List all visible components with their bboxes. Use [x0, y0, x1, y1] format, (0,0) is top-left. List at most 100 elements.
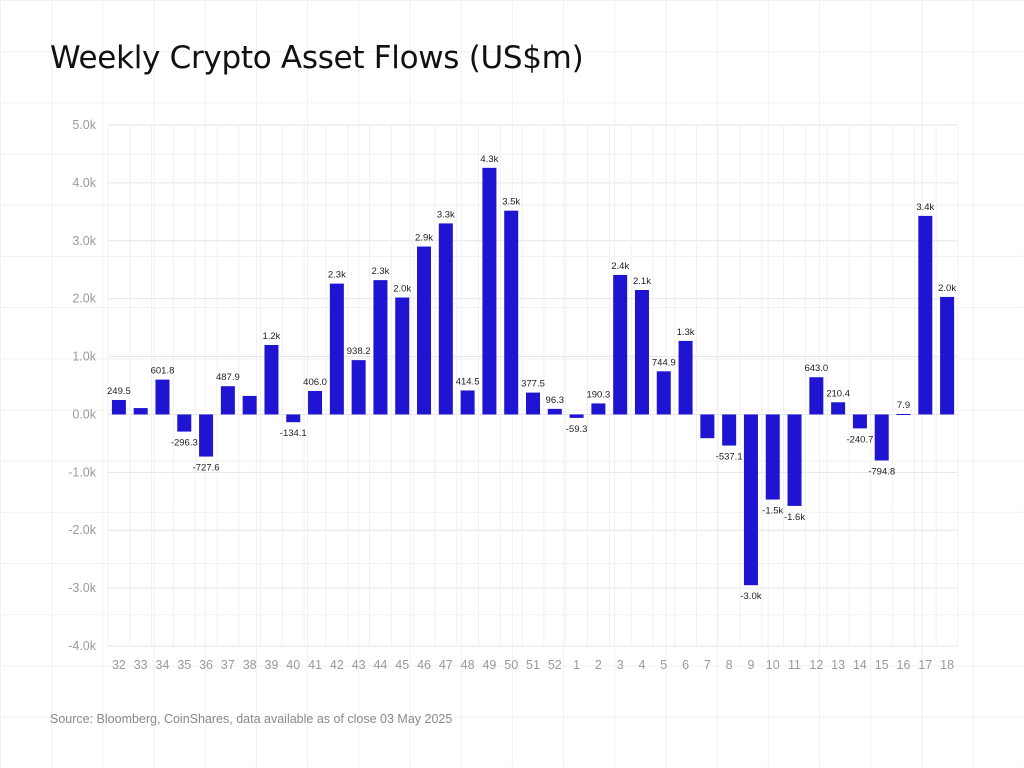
bar [264, 344, 279, 415]
data-label: 1.2k [262, 331, 280, 342]
data-label: 2.9k [415, 233, 433, 244]
x-tick-label: 51 [526, 658, 540, 672]
data-label: 2.0k [393, 284, 411, 295]
data-label: 3.4k [916, 202, 934, 213]
bar [177, 414, 192, 432]
x-tick-label: 1 [573, 658, 580, 672]
x-tick-label: 50 [504, 658, 518, 672]
bar [831, 402, 846, 415]
y-tick-label: 5.0k [72, 118, 96, 132]
bar [809, 377, 824, 415]
x-tick-label: 38 [243, 658, 257, 672]
bar [395, 297, 410, 415]
data-label: -3.0k [740, 591, 761, 602]
x-tick-label: 13 [831, 658, 845, 672]
x-tick-label: 9 [747, 658, 754, 672]
bar [373, 280, 388, 415]
x-tick-label: 14 [853, 658, 867, 672]
data-label: 249.5 [107, 386, 131, 397]
bar [874, 414, 889, 461]
chart-title: Weekly Crypto Asset Flows (US$m) [50, 40, 584, 76]
x-tick-label: 2 [595, 658, 602, 672]
data-label: -794.8 [868, 466, 895, 477]
x-tick-label: 16 [897, 658, 911, 672]
y-tick-label: -2.0k [68, 523, 97, 537]
bar [351, 360, 366, 415]
y-tick-label: -1.0k [68, 465, 97, 479]
bar [787, 414, 802, 506]
x-tick-label: 52 [548, 658, 562, 672]
data-label: -240.7 [846, 434, 873, 445]
bar [438, 223, 453, 415]
data-label: 2.3k [371, 266, 389, 277]
data-label: -727.6 [193, 463, 220, 474]
data-label: 210.4 [826, 388, 850, 399]
y-tick-label: 0.0k [72, 407, 96, 421]
bar [242, 395, 257, 415]
data-label: 3.3k [437, 209, 455, 220]
data-label: 4.3k [480, 154, 498, 165]
x-tick-label: 42 [330, 658, 344, 672]
y-tick-label: 1.0k [72, 350, 96, 364]
data-label: 96.3 [546, 395, 565, 406]
data-label: 406.0 [303, 377, 327, 388]
data-label: 601.8 [151, 366, 175, 377]
x-tick-label: 41 [308, 658, 322, 672]
x-tick-label: 34 [156, 658, 170, 672]
x-tick-label: 47 [439, 658, 453, 672]
bar [656, 371, 671, 415]
x-tick-label: 37 [221, 658, 235, 672]
bar [111, 400, 126, 415]
bar [722, 414, 737, 446]
data-label: -1.5k [762, 506, 783, 517]
source-note: Source: Bloomberg, CoinShares, data avai… [50, 712, 453, 726]
x-tick-label: 11 [788, 658, 801, 672]
bar [504, 210, 519, 415]
bar [526, 392, 540, 415]
bar [743, 414, 758, 586]
bar [852, 414, 867, 429]
data-label: 487.9 [216, 372, 240, 383]
data-label: -134.1 [280, 428, 307, 439]
bar [286, 414, 301, 423]
x-tick-label: 49 [482, 658, 496, 672]
x-tick-label: 18 [940, 658, 954, 672]
data-label: 2.3k [328, 270, 346, 281]
bar [308, 390, 323, 415]
x-tick-label: 12 [809, 658, 823, 672]
x-tick-label: 15 [875, 658, 889, 672]
bar [569, 414, 584, 418]
x-tick-label: 7 [704, 658, 711, 672]
data-label: -59.3 [566, 424, 588, 435]
x-tick-label: 44 [373, 658, 387, 672]
data-label: 377.5 [521, 379, 545, 390]
data-label: -537.1 [716, 452, 743, 463]
bar [613, 274, 628, 415]
bar [417, 246, 432, 415]
bar [700, 414, 715, 439]
bar [482, 167, 497, 415]
x-tick-label: 45 [395, 658, 409, 672]
x-tick-label: 40 [286, 658, 300, 672]
y-tick-label: 3.0k [72, 234, 96, 248]
data-label: 3.5k [502, 197, 520, 208]
bar [220, 386, 235, 415]
data-label: -296.3 [171, 438, 198, 449]
y-tick-label: -4.0k [68, 639, 97, 653]
x-tick-label: 6 [682, 658, 689, 672]
bar [918, 215, 933, 415]
x-tick-label: 17 [918, 658, 932, 672]
bar [329, 283, 344, 415]
bar [896, 413, 911, 415]
data-label: 2.4k [611, 261, 629, 272]
data-label: 643.0 [804, 363, 828, 374]
bar [591, 403, 606, 415]
x-tick-label: 5 [660, 658, 667, 672]
data-label: -1.6k [784, 512, 805, 523]
bar [634, 289, 649, 415]
data-label: 190.3 [586, 389, 610, 400]
x-tick-label: 4 [638, 658, 645, 672]
x-tick-label: 39 [265, 658, 279, 672]
x-tick-label: 10 [766, 658, 780, 672]
